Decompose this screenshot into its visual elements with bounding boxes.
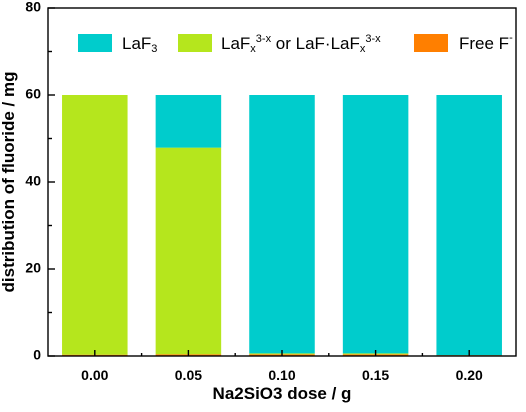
legend-label-lafx: LaFx3-x or LaF·LaFx3-x (221, 33, 381, 55)
bar-segment (436, 95, 502, 356)
x-tick-label: 0.20 (456, 367, 483, 383)
bar-segment (62, 95, 128, 355)
y-tick-label: 80 (25, 0, 41, 15)
x-tick-labels: 0.00 0.05 0.10 0.15 0.20 (81, 367, 483, 383)
ticks-group (48, 7, 470, 357)
bar-segment (155, 147, 222, 355)
y-tick-label: 40 (25, 173, 41, 189)
x-tick-label: 0.10 (268, 367, 295, 383)
x-tick-label: 0.00 (81, 367, 108, 383)
y-tick-labels: 0 20 40 60 80 (25, 0, 41, 363)
bars-group (62, 95, 502, 356)
legend: LaF3 LaFx3-x or LaF·LaFx3-x Free F- (78, 32, 513, 55)
bar-segment (342, 95, 409, 354)
legend-label-free-f: Free F- (459, 32, 513, 53)
bar-segment (155, 95, 222, 148)
bar-segment (249, 95, 315, 354)
x-tick-label: 0.05 (175, 367, 202, 383)
y-axis-label: distribution of fluoride / mg (0, 72, 18, 293)
legend-swatch-lafx (178, 34, 212, 52)
legend-label-laf3: LaF3 (122, 34, 157, 55)
legend-swatch-laf3 (78, 34, 112, 52)
x-tick-label: 0.15 (362, 367, 389, 383)
y-tick-label: 0 (33, 347, 41, 363)
x-axis-label: Na2SiO3 dose / g (213, 384, 352, 403)
legend-swatch-free-f (414, 34, 448, 52)
y-tick-label: 20 (25, 260, 41, 276)
y-tick-label: 60 (25, 86, 41, 102)
